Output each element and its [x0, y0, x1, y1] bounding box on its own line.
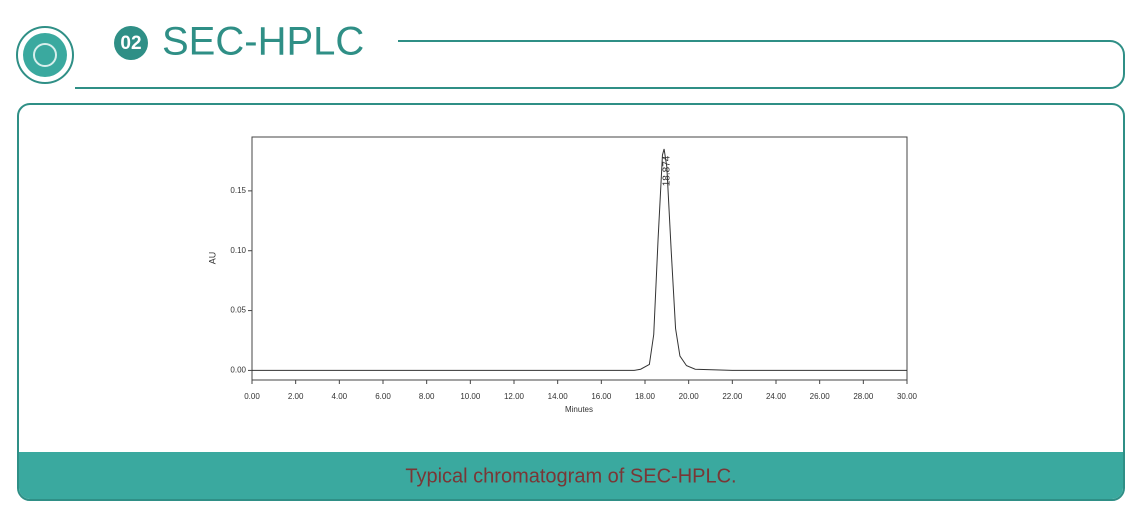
x-tick-label: 14.00 [548, 392, 569, 401]
chromatogram-line [252, 148, 907, 371]
icon [23, 33, 67, 77]
x-tick-label: 28.00 [853, 392, 874, 401]
x-tick-label: 10.00 [460, 392, 481, 401]
x-tick-label: 8.00 [419, 392, 435, 401]
peak-annotation: 18.874 [662, 155, 673, 186]
icon-glyph [33, 43, 57, 67]
y-tick-label: 0.15 [230, 186, 246, 195]
badge [114, 26, 148, 60]
x-tick-label: 30.00 [897, 392, 918, 401]
y-tick-label: 0.05 [230, 306, 246, 315]
header-frame [75, 40, 1125, 89]
x-tick-label: 4.00 [332, 392, 348, 401]
x-axis-label: Minutes [565, 405, 593, 414]
x-tick-label: 22.00 [722, 392, 743, 401]
x-tick-label: 0.00 [244, 392, 260, 401]
x-tick-label: 6.00 [375, 392, 391, 401]
x-tick-label: 24.00 [766, 392, 787, 401]
section-title: SEC-HPLC [162, 20, 364, 64]
x-tick-label: 2.00 [288, 392, 304, 401]
y-axis-label: AU [207, 252, 217, 265]
y-tick-label: 0.10 [230, 246, 246, 255]
panel [17, 103, 1125, 501]
x-tick-label: 26.00 [810, 392, 831, 401]
x-tick-label: 16.00 [591, 392, 612, 401]
caption: Typical chromatogram of SEC-HPLC. [405, 465, 736, 487]
x-tick-label: 12.00 [504, 392, 525, 401]
icon-ring [16, 26, 74, 84]
x-tick-label: 20.00 [679, 392, 700, 401]
x-tick-label: 18.00 [635, 392, 656, 401]
plot-frame [251, 136, 908, 381]
y-tick-label: 0.00 [230, 366, 246, 375]
badge-text: 02 [120, 33, 141, 54]
caption-band [19, 452, 1123, 499]
